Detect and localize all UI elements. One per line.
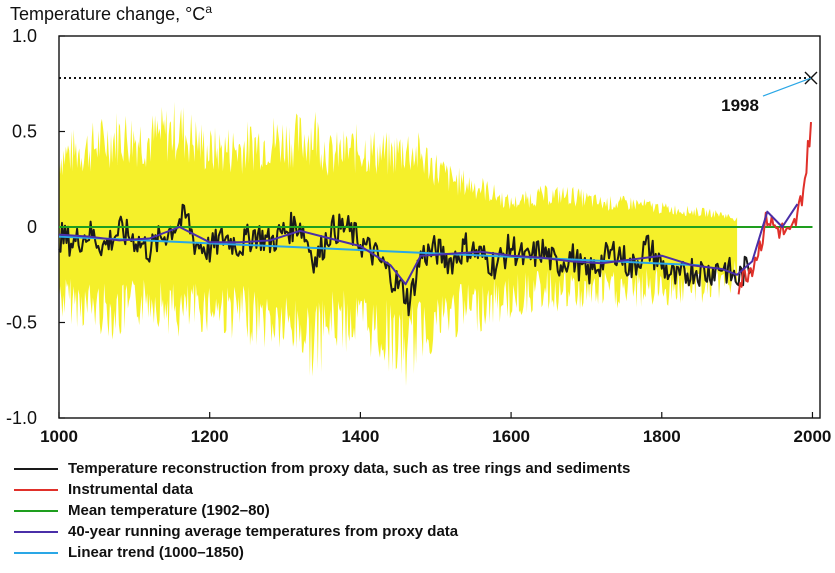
y-tick-label: 0.5 <box>12 122 37 142</box>
x-tick-label: 1000 <box>40 427 78 446</box>
series-running-average <box>58 203 799 286</box>
legend-swatch-mean <box>14 509 58 512</box>
y-axis-title: Temperature change, °Ca <box>10 2 212 24</box>
y-tick-label: 1.0 <box>12 26 37 46</box>
x-tick-label: 1600 <box>492 427 530 446</box>
legend-item-running-average: 40-year running average temperatures fro… <box>14 521 630 542</box>
legend-label-mean: Mean temperature (1902–80) <box>68 502 270 519</box>
legend-item-mean: Mean temperature (1902–80) <box>14 500 630 521</box>
series-instrumental <box>737 122 812 295</box>
annotation-label-1998: 1998 <box>721 96 759 115</box>
legend-swatch-proxy <box>14 467 58 470</box>
legend-label-proxy: Temperature reconstruction from proxy da… <box>68 460 631 477</box>
series-proxy-reconstruction <box>58 203 754 317</box>
x-tick-label: 1200 <box>191 427 229 446</box>
legend-swatch-instrumental <box>14 488 58 491</box>
x-tick-label: 1800 <box>643 427 681 446</box>
series-linear-trend <box>58 235 700 267</box>
legend-label-linear-trend: Linear trend (1000–1850) <box>68 544 244 561</box>
legend-label-instrumental: Instrumental data <box>68 481 194 498</box>
y-tick-label: -0.5 <box>6 313 37 333</box>
y-tick-label: -1.0 <box>6 408 37 428</box>
legend-item-instrumental: Instrumental data <box>14 479 630 500</box>
legend-swatch-linear-trend <box>14 551 58 554</box>
x-tick-label: 1400 <box>341 427 379 446</box>
uncertainty-band <box>59 101 738 387</box>
legend-item-proxy: Temperature reconstruction from proxy da… <box>14 458 630 479</box>
annotation-leader <box>762 77 812 97</box>
x-tick-label: 2000 <box>794 427 832 446</box>
legend-label-running-average: 40-year running average temperatures fro… <box>68 523 459 540</box>
legend: Temperature reconstruction from proxy da… <box>14 458 630 563</box>
legend-swatch-running-average <box>14 530 58 533</box>
legend-item-linear-trend: Linear trend (1000–1850) <box>14 542 630 563</box>
y-tick-label: 0 <box>27 217 37 237</box>
